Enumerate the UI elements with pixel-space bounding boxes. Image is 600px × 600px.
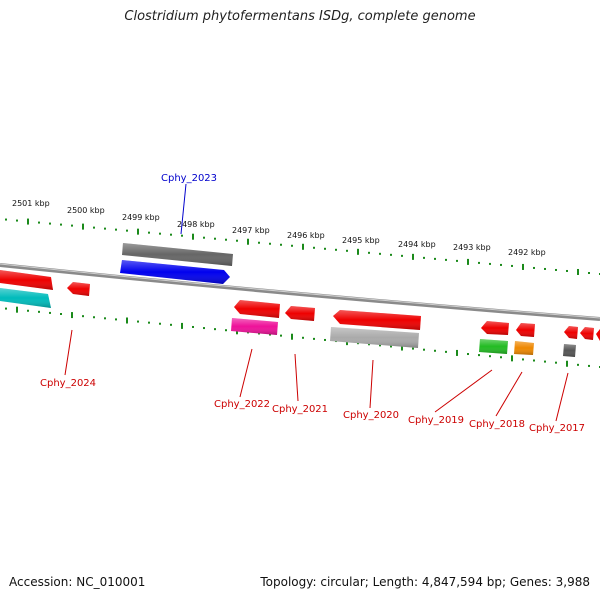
kbp-label: 2498 kbp: [177, 220, 215, 229]
leader-line: [369, 359, 374, 409]
leader-line: [495, 371, 523, 417]
feature-shading: [580, 327, 594, 340]
feature-shading: [330, 327, 419, 348]
feature-shading: [481, 321, 509, 335]
feature-orange-cds-2018[interactable]: [514, 341, 534, 355]
accession-text: Accession: NC_010001: [9, 575, 146, 589]
kbp-label: 2495 kbp: [342, 236, 380, 245]
feature-shading: [231, 318, 278, 335]
kbp-label: 2492 kbp: [508, 248, 546, 257]
feature-body: [596, 329, 600, 341]
gene-label-cphy-2022[interactable]: Cphy_2022: [214, 399, 270, 410]
kbp-label: 2501 kbp: [12, 199, 50, 208]
gene-label-cphy-2019[interactable]: Cphy_2019: [408, 415, 464, 426]
feature-grey-cds-2017[interactable]: [563, 344, 576, 357]
leader-line: [180, 183, 187, 235]
feature-red-cds-2024b[interactable]: [67, 282, 90, 296]
feature-red-cds-2017b[interactable]: [580, 327, 594, 340]
feature-shading: [120, 260, 230, 284]
gene-label-cphy-2020[interactable]: Cphy_2020: [343, 410, 399, 421]
feature-red-cds-2017a[interactable]: [564, 326, 578, 339]
feature-shading: [0, 288, 51, 308]
feature-shading: [516, 323, 535, 337]
feature-red-cds-2020[interactable]: [333, 310, 421, 330]
feature-shading: [67, 282, 90, 296]
map-title: Clostridium phytofermentans ISDg, comple…: [124, 9, 476, 24]
gene-labels: Cphy_2023 Cphy_2024 Cphy_2022 Cphy_2021 …: [40, 173, 585, 434]
feature-shading: [333, 310, 421, 330]
feature-shading: [285, 306, 315, 321]
feature-magenta-cds-2022[interactable]: [231, 318, 278, 335]
feature-shading: [514, 341, 534, 355]
genome-summary-text: Topology: circular; Length: 4,847,594 bp…: [260, 575, 590, 589]
feature-red-cds-2017c[interactable]: [596, 329, 600, 341]
gene-label-cphy-2024[interactable]: Cphy_2024: [40, 378, 96, 389]
feature-red-cds-2024a[interactable]: [0, 270, 53, 290]
tick-row-lower: [5, 306, 600, 368]
feature-blue-cds-2023[interactable]: [120, 260, 230, 284]
feature-red-cds-2021[interactable]: [285, 306, 315, 321]
leader-line: [434, 369, 493, 413]
feature-silver-cds-2020[interactable]: [330, 327, 419, 348]
feature-red-cds-2022[interactable]: [234, 300, 280, 318]
feature-shading: [0, 270, 53, 290]
feature-grey-upper-2023[interactable]: [122, 243, 233, 266]
gene-label-cphy-2017[interactable]: Cphy_2017: [529, 423, 585, 434]
genome-backbone: [0, 263, 600, 321]
gene-label-cphy-2023[interactable]: Cphy_2023: [161, 173, 217, 184]
leader-line: [239, 348, 253, 398]
tick-row-upper: [5, 218, 600, 275]
genome-backbone-highlight: [0, 263, 600, 319]
kbp-label: 2497 kbp: [232, 226, 270, 235]
leader-line: [555, 372, 569, 422]
feature-red-cds-2019[interactable]: [481, 321, 509, 335]
leader-line: [64, 329, 73, 376]
feature-shading: [479, 339, 508, 354]
leader-line: [294, 353, 299, 402]
gene-label-cphy-2021[interactable]: Cphy_2021: [272, 404, 328, 415]
kbp-label: 2496 kbp: [287, 231, 325, 240]
feature-shading: [563, 344, 576, 357]
feature-shading: [122, 243, 233, 266]
kbp-label: 2493 kbp: [453, 243, 491, 252]
feature-cyan-cds-2024[interactable]: [0, 288, 51, 308]
kbp-label: 2499 kbp: [122, 213, 160, 222]
kbp-label: 2500 kbp: [67, 206, 105, 215]
feature-red-cds-2018[interactable]: [516, 323, 535, 337]
feature-green-cds-2019[interactable]: [479, 339, 508, 354]
gene-label-cphy-2018[interactable]: Cphy_2018: [469, 419, 525, 430]
feature-shading: [234, 300, 280, 318]
kbp-labels: 2501 kbp 2500 kbp 2499 kbp 2498 kbp 2497…: [12, 199, 546, 257]
feature-shading: [564, 326, 578, 339]
leader-lines: [64, 183, 569, 422]
kbp-label: 2494 kbp: [398, 240, 436, 249]
